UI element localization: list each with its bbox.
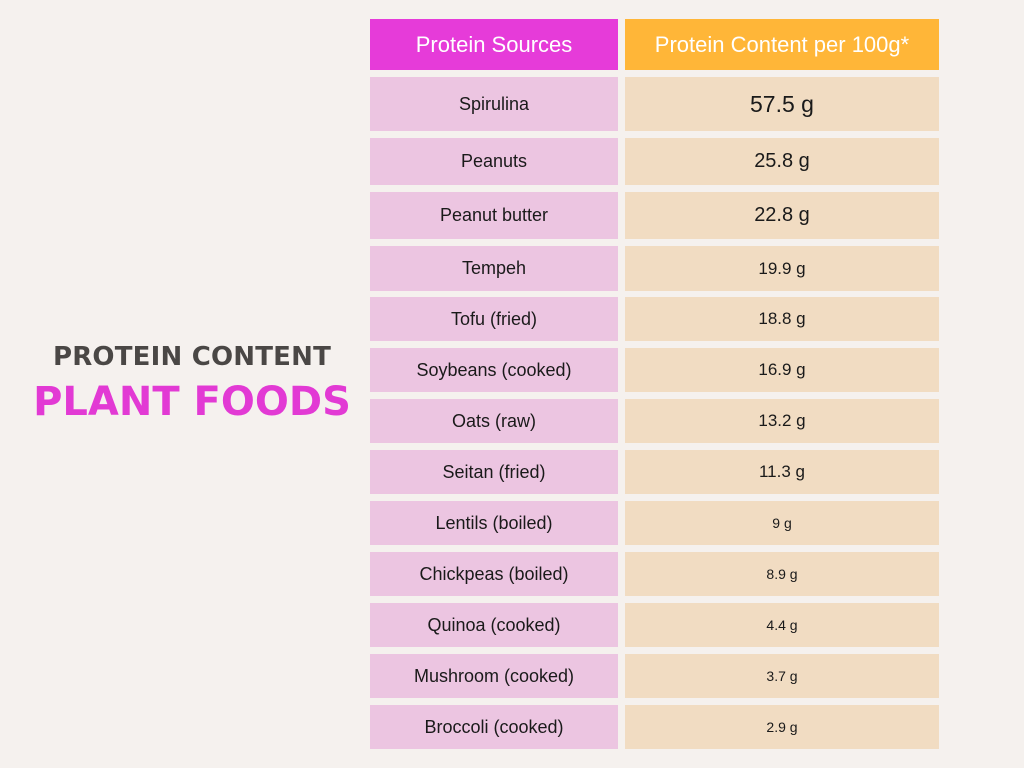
value-cell: 16.9 g: [625, 348, 939, 392]
value-cell: 57.5 g: [625, 77, 939, 131]
source-cell: Chickpeas (boiled): [370, 552, 618, 596]
source-cell: Peanut butter: [370, 192, 618, 239]
value-cell: 19.9 g: [625, 246, 939, 291]
title-protein-content: PROTEIN CONTENT: [52, 342, 332, 372]
source-cell: Spirulina: [370, 77, 618, 131]
value-cell: 18.8 g: [625, 297, 939, 341]
source-cell: Quinoa (cooked): [370, 603, 618, 647]
source-cell: Oats (raw): [370, 399, 618, 443]
value-cell: 25.8 g: [625, 138, 939, 185]
source-cell: Soybeans (cooked): [370, 348, 618, 392]
source-cell: Lentils (boiled): [370, 501, 618, 545]
source-cell: Peanuts: [370, 138, 618, 185]
value-cell: 13.2 g: [625, 399, 939, 443]
value-cell: 9 g: [625, 501, 939, 545]
source-cell: Broccoli (cooked): [370, 705, 618, 749]
header-protein-sources: Protein Sources: [370, 19, 618, 70]
header-protein-content: Protein Content per 100g*: [625, 19, 939, 70]
source-cell: Seitan (fried): [370, 450, 618, 494]
value-cell: 11.3 g: [625, 450, 939, 494]
value-cell: 4.4 g: [625, 603, 939, 647]
value-cell: 8.9 g: [625, 552, 939, 596]
value-cell: 22.8 g: [625, 192, 939, 239]
title-plant-foods: PLANT FOODS: [33, 379, 351, 425]
source-cell: Mushroom (cooked): [370, 654, 618, 698]
value-cell: 2.9 g: [625, 705, 939, 749]
source-cell: Tofu (fried): [370, 297, 618, 341]
value-cell: 3.7 g: [625, 654, 939, 698]
infographic-title: PROTEIN CONTENT PLANT FOODS: [0, 338, 384, 426]
source-cell: Tempeh: [370, 246, 618, 291]
